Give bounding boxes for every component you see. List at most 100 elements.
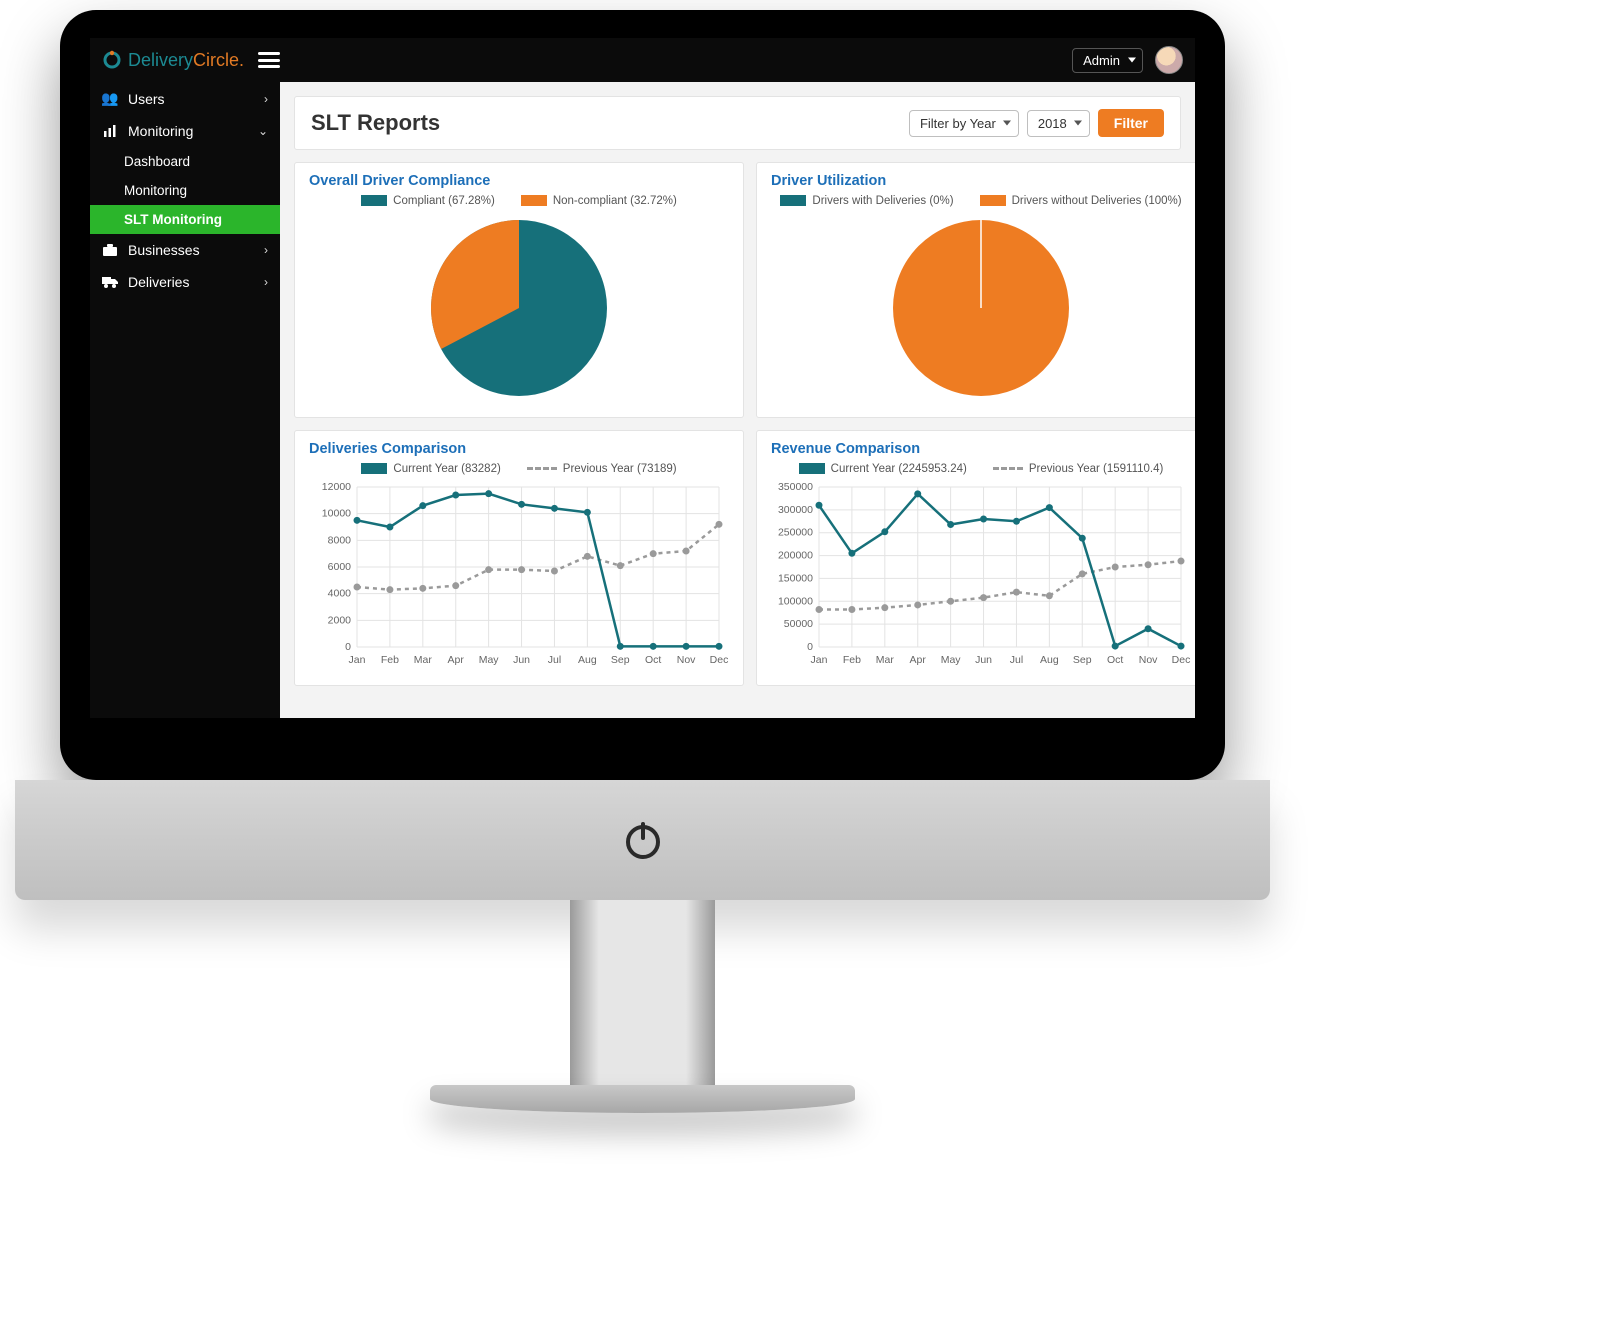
legend-label: Drivers with Deliveries (0%) bbox=[812, 195, 953, 207]
svg-text:May: May bbox=[941, 654, 962, 666]
svg-text:8000: 8000 bbox=[328, 534, 352, 546]
svg-text:Apr: Apr bbox=[448, 654, 465, 666]
svg-text:Aug: Aug bbox=[1040, 654, 1059, 666]
svg-text:6000: 6000 bbox=[328, 561, 352, 573]
svg-text:Feb: Feb bbox=[381, 654, 399, 666]
sidebar-item-label: Monitoring bbox=[128, 123, 193, 139]
sidebar-sub-label: Monitoring bbox=[124, 183, 187, 198]
sidebar-item-businesses[interactable]: Businesses › bbox=[90, 234, 280, 266]
briefcase-icon bbox=[102, 244, 118, 257]
legend-item: Current Year (83282) bbox=[361, 463, 500, 475]
pie-chart-utilization bbox=[781, 213, 1181, 403]
filter-by-year-label: Filter by Year bbox=[920, 116, 996, 131]
legend-label: Previous Year (1591110.4) bbox=[1029, 463, 1163, 475]
page-header: SLT Reports Filter by Year 2018 Filter bbox=[294, 96, 1181, 150]
svg-text:350000: 350000 bbox=[778, 481, 813, 493]
sidebar-sub-monitoring[interactable]: Monitoring bbox=[90, 176, 280, 205]
svg-text:Jun: Jun bbox=[975, 654, 992, 666]
svg-text:2000: 2000 bbox=[328, 614, 352, 626]
svg-text:May: May bbox=[479, 654, 500, 666]
legend-deliveries: Current Year (83282) Previous Year (7318… bbox=[309, 463, 729, 475]
app-header: DeliveryCircle. Admin bbox=[90, 38, 1195, 82]
legend-label: Current Year (2245953.24) bbox=[831, 463, 967, 475]
truck-icon bbox=[102, 276, 118, 288]
svg-text:Sep: Sep bbox=[611, 654, 630, 666]
svg-text:Nov: Nov bbox=[677, 654, 696, 666]
svg-text:Sep: Sep bbox=[1073, 654, 1092, 666]
role-select[interactable]: Admin bbox=[1072, 48, 1143, 73]
svg-text:200000: 200000 bbox=[778, 550, 813, 562]
legend-item: Drivers with Deliveries (0%) bbox=[780, 195, 953, 207]
sidebar-item-users[interactable]: 👥 Users › bbox=[90, 82, 280, 115]
legend-swatch bbox=[361, 195, 387, 206]
card-compliance: Overall Driver Compliance Compliant (67.… bbox=[294, 162, 744, 418]
chevron-right-icon: › bbox=[264, 92, 268, 106]
sidebar-item-monitoring[interactable]: Monitoring ⌄ bbox=[90, 115, 280, 147]
power-icon bbox=[620, 817, 666, 863]
card-title: Revenue Comparison bbox=[771, 441, 1191, 457]
svg-text:Apr: Apr bbox=[910, 654, 927, 666]
chevron-right-icon: › bbox=[264, 275, 268, 289]
svg-text:Oct: Oct bbox=[645, 654, 661, 666]
app-screen: DeliveryCircle. Admin 👥 Users › bbox=[90, 38, 1195, 718]
svg-text:10000: 10000 bbox=[322, 508, 351, 520]
legend-swatch bbox=[361, 463, 387, 474]
legend-label: Previous Year (73189) bbox=[563, 463, 677, 475]
monitor-chin bbox=[15, 780, 1270, 900]
brand-dot: . bbox=[239, 50, 244, 70]
menu-toggle-icon[interactable] bbox=[258, 52, 280, 68]
card-deliveries: Deliveries Comparison Current Year (8328… bbox=[294, 430, 744, 686]
legend-swatch bbox=[521, 195, 547, 206]
card-utilization: Driver Utilization Drivers with Deliveri… bbox=[756, 162, 1195, 418]
svg-text:50000: 50000 bbox=[784, 618, 813, 630]
pie-chart-compliance bbox=[319, 213, 719, 403]
sidebar-item-deliveries[interactable]: Deliveries › bbox=[90, 266, 280, 298]
legend-swatch bbox=[799, 463, 825, 474]
brand-word1: Delivery bbox=[128, 50, 193, 70]
card-title: Deliveries Comparison bbox=[309, 441, 729, 457]
avatar[interactable] bbox=[1155, 46, 1183, 74]
legend-label: Compliant (67.28%) bbox=[393, 195, 495, 207]
users-icon: 👥 bbox=[102, 90, 118, 107]
svg-text:Mar: Mar bbox=[414, 654, 433, 666]
svg-text:300000: 300000 bbox=[778, 504, 813, 516]
legend-item: Non-compliant (32.72%) bbox=[521, 195, 677, 207]
legend-label: Non-compliant (32.72%) bbox=[553, 195, 677, 207]
sidebar-sub-dashboard[interactable]: Dashboard bbox=[90, 147, 280, 176]
svg-text:4000: 4000 bbox=[328, 588, 352, 600]
sidebar-sub-slt-monitoring[interactable]: SLT Monitoring bbox=[90, 205, 280, 234]
svg-text:Dec: Dec bbox=[710, 654, 729, 666]
role-select-label: Admin bbox=[1083, 53, 1120, 68]
legend-item: Previous Year (1591110.4) bbox=[993, 463, 1163, 475]
legend-item: Compliant (67.28%) bbox=[361, 195, 495, 207]
svg-text:Aug: Aug bbox=[578, 654, 597, 666]
filter-button[interactable]: Filter bbox=[1098, 109, 1164, 137]
card-revenue: Revenue Comparison Current Year (2245953… bbox=[756, 430, 1195, 686]
brand-mark-icon bbox=[102, 50, 122, 70]
svg-text:0: 0 bbox=[345, 641, 351, 653]
year-select[interactable]: 2018 bbox=[1027, 110, 1090, 137]
svg-text:Jan: Jan bbox=[349, 654, 366, 666]
svg-text:Jul: Jul bbox=[548, 654, 561, 666]
line-chart-deliveries: 0 2000 4000 6000 8000 10000 12000 Jan Feb Mar Apr M… bbox=[309, 481, 729, 671]
card-title: Driver Utilization bbox=[771, 173, 1191, 189]
svg-text:150000: 150000 bbox=[778, 572, 813, 584]
svg-text:250000: 250000 bbox=[778, 527, 813, 539]
svg-text:Oct: Oct bbox=[1107, 654, 1123, 666]
sidebar-item-label: Deliveries bbox=[128, 274, 189, 290]
monitor-bezel: DeliveryCircle. Admin 👥 Users › bbox=[60, 10, 1225, 780]
legend-label: Current Year (83282) bbox=[393, 463, 500, 475]
svg-text:Jan: Jan bbox=[811, 654, 828, 666]
svg-text:12000: 12000 bbox=[322, 481, 351, 493]
legend-swatch bbox=[993, 467, 1023, 470]
legend-swatch bbox=[980, 195, 1006, 206]
legend-swatch bbox=[780, 195, 806, 206]
legend-revenue: Current Year (2245953.24) Previous Year … bbox=[771, 463, 1191, 475]
svg-text:0: 0 bbox=[807, 641, 813, 653]
content-area: SLT Reports Filter by Year 2018 Filter O… bbox=[280, 82, 1195, 718]
filter-by-year-select[interactable]: Filter by Year bbox=[909, 110, 1019, 137]
sidebar-sub-label: SLT Monitoring bbox=[124, 212, 222, 227]
line-chart-revenue: 0500001000001500002000002500003000003500… bbox=[771, 481, 1191, 671]
monitor-stand-neck bbox=[570, 900, 715, 1100]
svg-text:Mar: Mar bbox=[876, 654, 895, 666]
